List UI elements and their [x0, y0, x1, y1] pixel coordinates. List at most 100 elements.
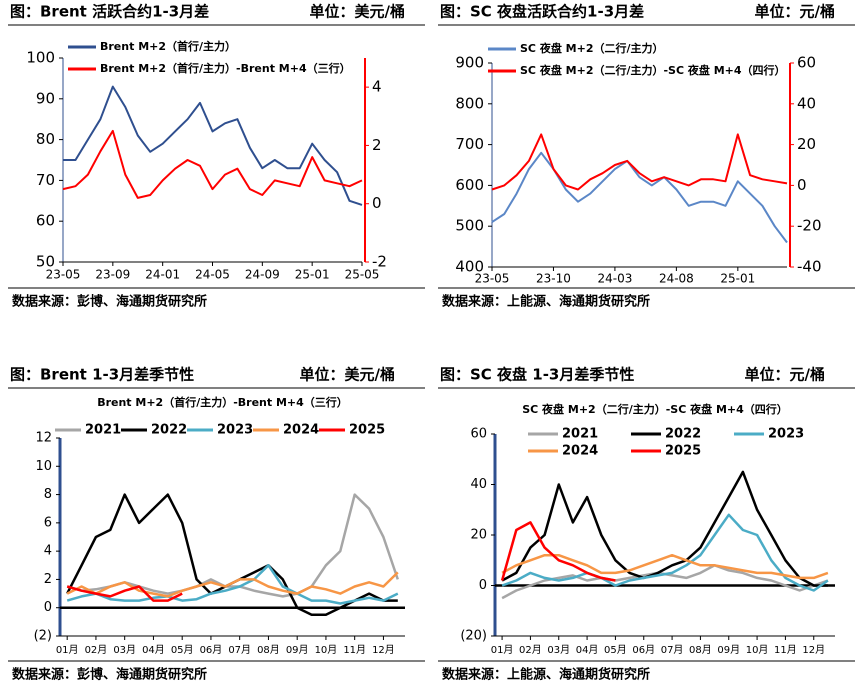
x-tick-label: 25-01	[295, 268, 330, 282]
series-line	[66, 493, 399, 598]
series-line	[500, 521, 616, 582]
x-tick-label: 23-05	[475, 272, 510, 286]
x-tick-label: 24-03	[597, 272, 632, 286]
y-tick-label: 6	[44, 515, 52, 530]
x-tick-label: 11月	[774, 644, 797, 656]
legend-label: 2022	[665, 427, 701, 442]
series-line	[491, 151, 788, 244]
y-tick-label: 12	[35, 431, 52, 446]
panel-title: 图：Brent 1-3月差季节性	[10, 366, 194, 384]
series-line	[491, 133, 788, 191]
legend-label: 2021	[85, 423, 121, 438]
y2-tick-label: 0	[372, 194, 382, 212]
y-tick-label: (20)	[460, 629, 487, 644]
y2-tick-label: 4	[372, 78, 382, 96]
y-tick-label: 80	[36, 130, 55, 148]
legend-label: Brent M+2（首行/主力）-Brent M+4（三行）	[100, 61, 351, 75]
legend-label: 2024	[562, 444, 598, 459]
y-tick-label: 2	[44, 572, 52, 587]
y-tick-label: 0	[44, 600, 52, 615]
x-tick-label: 07月	[661, 644, 684, 656]
x-tick-label: 12月	[802, 644, 825, 656]
panel-title: 图：Brent 活跃合约1-3月差	[10, 3, 209, 21]
y2-tick-label: 40	[797, 94, 816, 112]
y2-tick-label: -40	[797, 258, 822, 276]
x-tick-label: 24-08	[659, 272, 694, 286]
legend-label: 2021	[562, 427, 598, 442]
y-tick-label: 0	[479, 578, 487, 593]
source-note: 数据来源：上能源、海通期货研究所	[442, 667, 650, 683]
series-line	[63, 85, 363, 206]
legend-label: 2023	[768, 427, 804, 442]
y-tick-label: 700	[455, 135, 484, 153]
y2-tick-label: 60	[797, 54, 816, 72]
source-note: 数据来源：上能源、海通期货研究所	[442, 294, 650, 310]
y2-tick-label: 20	[797, 135, 816, 153]
y-tick-label: 800	[455, 94, 484, 112]
panel-title: 图：SC 夜盘活跃合约1-3月差	[440, 3, 644, 21]
source-note: 数据来源：彭博、海通期货研究所	[12, 294, 207, 310]
x-tick-label: 12月	[372, 644, 395, 656]
series-line	[501, 470, 828, 587]
x-tick-label: 24-01	[145, 268, 180, 282]
y-tick-label: 50	[36, 253, 55, 271]
x-tick-label: 08月	[257, 644, 280, 656]
legend-label: 2022	[151, 423, 187, 438]
legend-label: Brent M+2（首行/主力）	[100, 39, 236, 53]
x-tick-label: 10月	[746, 644, 769, 656]
x-tick-label: 25-05	[345, 268, 380, 282]
y-tick-label: 400	[455, 258, 484, 276]
x-tick-label: 25-01	[720, 272, 755, 286]
x-tick-label: 09月	[286, 644, 309, 656]
y-tick-label: 90	[36, 89, 55, 107]
unit-label: 单位：元/桶	[755, 3, 835, 21]
x-tick-label: 06月	[200, 644, 223, 656]
y-tick-label: 60	[36, 212, 55, 230]
y-tick-label: 10	[35, 459, 52, 474]
x-tick-label: 07月	[228, 644, 251, 656]
y-tick-label: 40	[470, 477, 487, 492]
x-tick-label: 01月	[56, 644, 79, 656]
legend-label: 2025	[665, 444, 701, 459]
series-line	[501, 553, 829, 580]
x-tick-label: 03月	[113, 644, 136, 656]
legend-label: 2025	[349, 423, 385, 438]
x-tick-label: 11月	[343, 644, 366, 656]
unit-label: 单位：元/桶	[745, 366, 825, 384]
y-tick-label: 60	[470, 427, 487, 442]
legend-label: SC 夜盘 M+2（二行/主力）-SC 夜盘 M+4（四行）	[520, 63, 786, 77]
unit-label: 单位：美元/桶	[310, 3, 405, 21]
series-line	[66, 571, 399, 598]
y2-tick-label: 2	[372, 136, 382, 154]
x-tick-label: 02月	[519, 644, 542, 656]
series-line	[501, 513, 829, 592]
series-line	[62, 129, 363, 199]
x-tick-label: 08月	[689, 644, 712, 656]
y-tick-label: 100	[26, 49, 55, 67]
y-tick-label: 20	[470, 528, 487, 543]
x-tick-label: 04月	[142, 644, 165, 656]
y-tick-label: 600	[455, 176, 484, 194]
x-tick-label: 24-09	[245, 268, 280, 282]
x-tick-label: 04月	[576, 644, 599, 656]
legend-label: 2023	[217, 423, 253, 438]
x-tick-label: 23-10	[536, 272, 571, 286]
subtitle: SC 夜盘 M+2（二行/主力）-SC 夜盘 M+4（四行）	[522, 402, 788, 416]
x-tick-label: 06月	[632, 644, 655, 656]
legend-label: 2024	[283, 423, 319, 438]
x-tick-label: 10月	[315, 644, 338, 656]
x-tick-label: 24-05	[195, 268, 230, 282]
series-line	[66, 493, 398, 617]
y-tick-label: 4	[44, 544, 52, 559]
legend-label: SC 夜盘 M+2（二行/主力）	[520, 41, 664, 55]
y-tick-label: 8	[44, 487, 52, 502]
y-tick-label: 500	[455, 217, 484, 235]
y2-tick-label: 0	[797, 176, 807, 194]
x-tick-label: 09月	[717, 644, 740, 656]
unit-label: 单位：美元/桶	[300, 366, 395, 384]
x-tick-label: 23-09	[95, 268, 130, 282]
y-tick-label: 900	[455, 54, 484, 72]
series-line	[66, 585, 183, 602]
source-note: 数据来源：彭博、海通期货研究所	[12, 667, 207, 683]
